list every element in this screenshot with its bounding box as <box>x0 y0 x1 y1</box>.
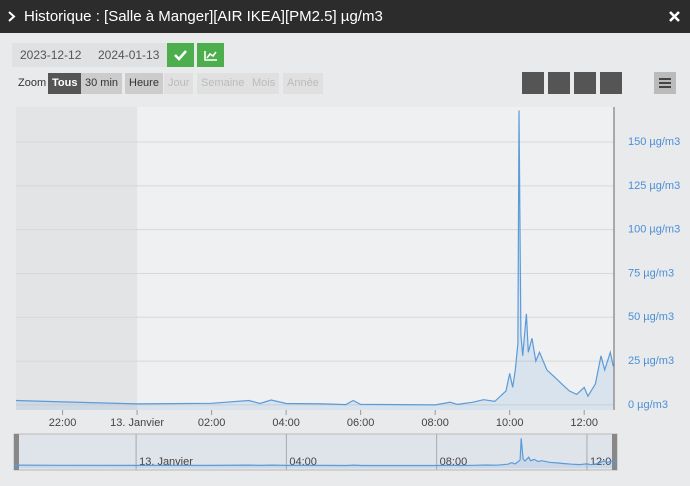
menu-button[interactable] <box>654 72 676 94</box>
validate-button[interactable] <box>167 43 194 67</box>
x-tick-label: 08:00 <box>421 417 449 429</box>
y-tick-label: 100 µg/m3 <box>628 224 680 236</box>
y-tick-label: 125 µg/m3 <box>628 180 680 192</box>
title: Historique : [Salle à Manger][AIR IKEA][… <box>24 8 383 25</box>
zoom-button[interactable]: Jour <box>164 73 194 94</box>
zoom-button[interactable]: Heure <box>125 73 163 94</box>
x-tick-label: 13. Janvier <box>110 417 164 429</box>
x-tick-label: 12:00 <box>570 417 598 429</box>
chevron <box>8 11 16 22</box>
y-tick-label: 150 µg/m3 <box>628 136 680 148</box>
zoom-button[interactable]: Mois <box>248 73 280 94</box>
y-tick-label: 75 µg/m3 <box>628 267 674 279</box>
navigator-handle <box>14 434 19 470</box>
y-tick-label: 0 µg/m3 <box>628 399 668 411</box>
navigator-series-area <box>14 438 617 468</box>
plot-band <box>16 107 138 410</box>
x-tick-label: 10:00 <box>496 417 524 429</box>
date-from[interactable]: 2023-12-12 <box>12 43 98 67</box>
x-tick-label: 06:00 <box>347 417 375 429</box>
navigator-handle <box>612 434 617 470</box>
tool-button[interactable] <box>600 72 622 94</box>
zoom-button[interactable]: Tous <box>48 73 82 94</box>
y-tick-label: 25 µg/m3 <box>628 355 674 367</box>
navigator <box>13 433 618 471</box>
zoom-button[interactable]: 30 min <box>81 73 123 94</box>
x-tick-label: 02:00 <box>198 417 226 429</box>
series-area <box>16 110 614 410</box>
x-tick-label: 22:00 <box>49 417 77 429</box>
x-tick-label: 04:00 <box>272 417 300 429</box>
close[interactable] <box>669 11 680 22</box>
date-to[interactable]: 2024-01-13 <box>90 43 176 67</box>
tool-button[interactable] <box>574 72 596 94</box>
tool-button[interactable] <box>548 72 570 94</box>
navigator-label: 12:00 <box>590 456 618 468</box>
zoom-button[interactable]: Année <box>283 73 323 94</box>
title-bar: Historique : [Salle à Manger][AIR IKEA][… <box>0 0 690 33</box>
y-tick-label: 50 µg/m3 <box>628 311 674 323</box>
chart-button[interactable] <box>197 43 224 67</box>
tool-button[interactable] <box>522 72 544 94</box>
navigator-series-line <box>13 438 617 467</box>
zoom-label: Zoom <box>18 77 47 89</box>
series-line <box>15 110 614 406</box>
zoom-button[interactable]: Semaine <box>197 73 249 94</box>
